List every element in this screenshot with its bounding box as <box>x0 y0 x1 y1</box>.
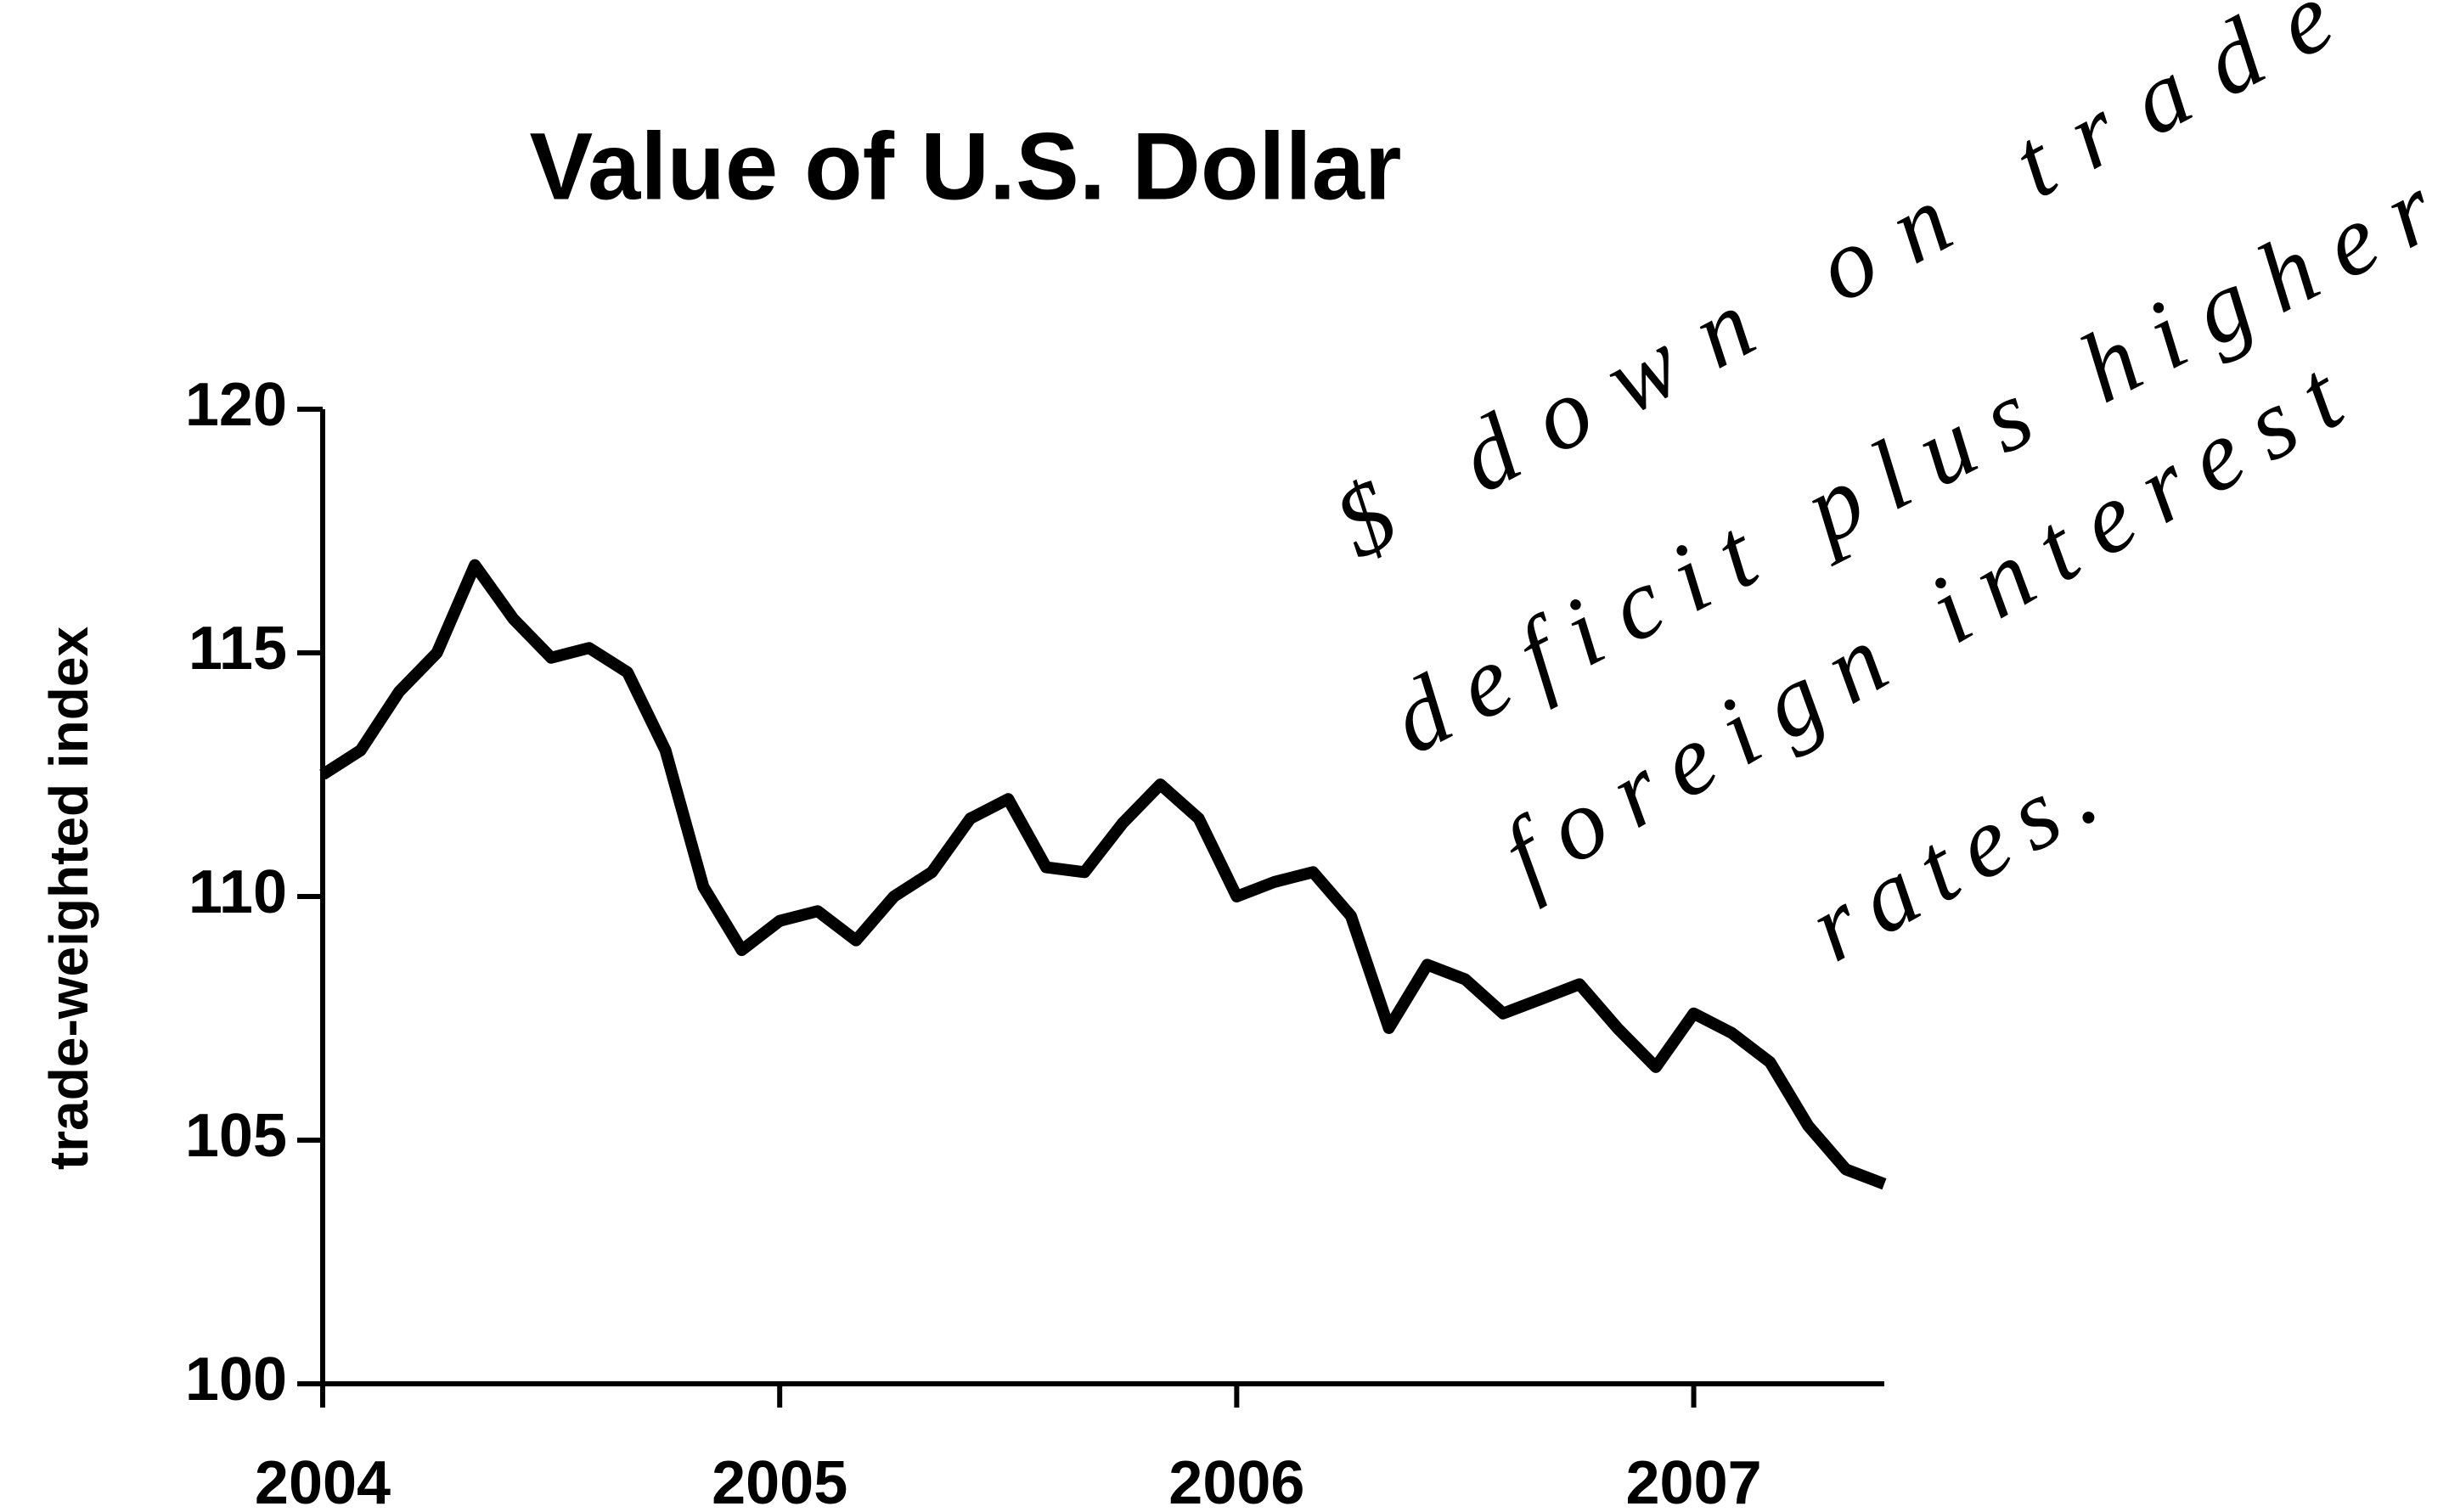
annotation: rates. <box>1791 736 2114 983</box>
y-axis-label: trade-weighted index <box>38 627 99 1171</box>
y-tick-label: 115 <box>189 615 287 683</box>
data-line <box>319 559 1887 1190</box>
x-tick-label: 2005 <box>712 1449 847 1512</box>
x-tick-label: 2004 <box>255 1449 391 1512</box>
y-tick-label: 105 <box>185 1102 287 1170</box>
y-tick-label: 120 <box>185 371 287 439</box>
y-tick-label: 100 <box>185 1346 287 1414</box>
x-tick-label: 2006 <box>1168 1449 1304 1512</box>
x-tick-label: 2007 <box>1625 1449 1761 1512</box>
chart-title: Value of U.S. Dollar <box>530 114 1402 220</box>
y-tick-label: 110 <box>189 858 287 926</box>
